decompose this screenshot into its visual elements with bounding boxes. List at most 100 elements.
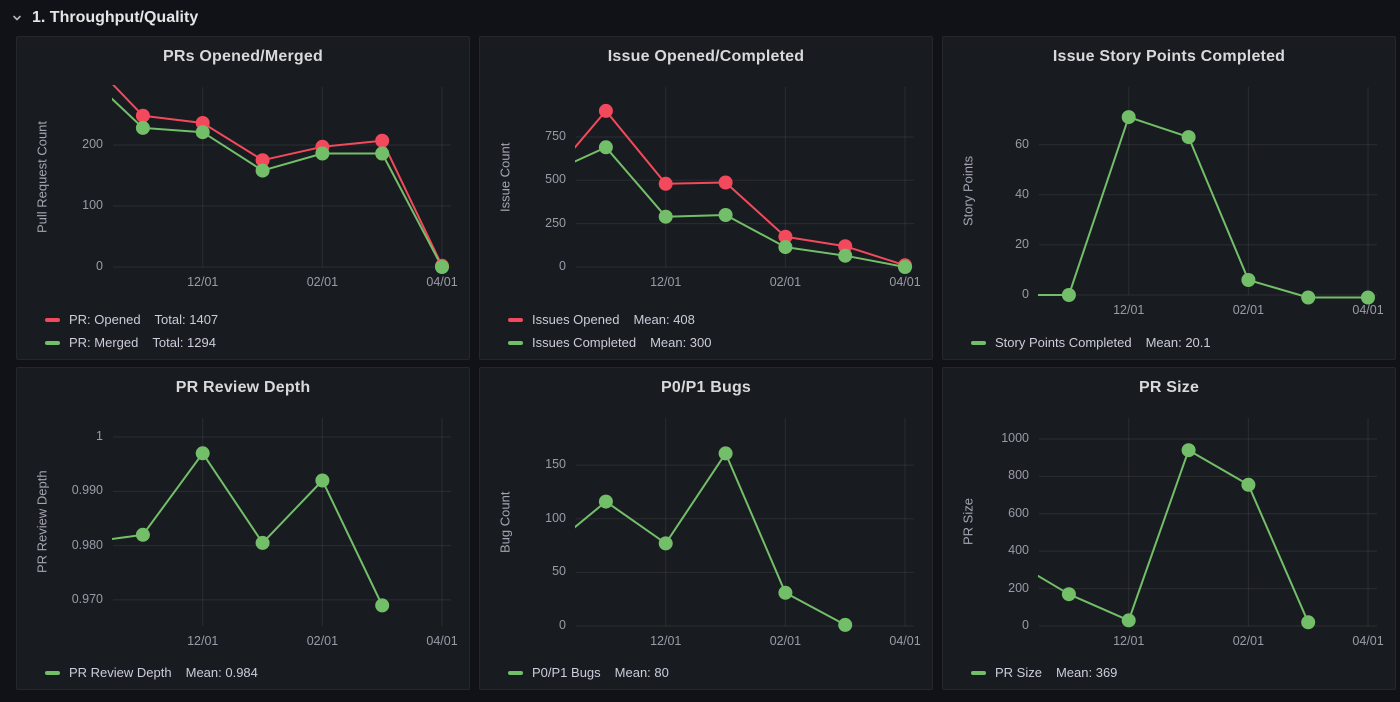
legend: Issues Opened Mean: 408 Issues Completed Me… <box>508 312 712 351</box>
data-point-dot <box>598 140 613 155</box>
data-point-dot <box>255 163 270 178</box>
x-tick-label: 04/01 <box>426 634 458 648</box>
y-tick-label: 50 <box>552 564 566 579</box>
y-tick-label: 1 <box>96 429 103 443</box>
legend-series-name: PR: Merged <box>69 335 139 350</box>
y-tick-label: 400 <box>1008 543 1029 558</box>
legend-item[interactable]: PR: Opened Total: 1407 <box>45 312 218 328</box>
panel-grid: PRs Opened/Merged Pull Request Count 0 10… <box>0 36 1400 690</box>
legend-series-stat: Mean: 369 <box>1055 665 1118 680</box>
data-point-dot <box>1181 130 1196 145</box>
data-point-dot <box>135 120 150 135</box>
panel-title[interactable]: PRs Opened/Merged <box>163 48 323 65</box>
y-tick-label: 0 <box>1022 618 1029 632</box>
data-point-dot <box>1241 477 1256 492</box>
panel-title[interactable]: Issue Opened/Completed <box>607 48 805 65</box>
x-tick-label: 12/01 <box>650 634 682 648</box>
legend-series-stat: Mean: 20.1 <box>1145 335 1211 350</box>
chart-svg <box>575 418 914 632</box>
data-point-dot <box>195 125 210 140</box>
legend-item[interactable]: PR: Merged Total: 1294 <box>45 335 218 351</box>
x-tick-label: 02/01 <box>306 634 339 648</box>
series-line <box>575 452 847 626</box>
y-tick-label: 1000 <box>1001 430 1029 445</box>
legend-item[interactable]: Issues Completed Mean: 300 <box>508 335 712 351</box>
row-title[interactable]: 1. Throughput/Quality <box>32 9 199 26</box>
data-point-dot <box>898 260 912 274</box>
legend-item[interactable]: PR Size Mean: 369 <box>971 665 1117 681</box>
panel-title[interactable]: PR Review Depth <box>175 379 311 396</box>
y-tick-label: 20 <box>1015 236 1029 251</box>
data-point-dot <box>1061 587 1076 602</box>
panel-title[interactable]: Issue Story Points Completed <box>1052 48 1286 65</box>
data-point-dot <box>1241 273 1256 287</box>
legend-item[interactable]: PR Review Depth Mean: 0.984 <box>45 665 258 681</box>
data-point-dot <box>435 260 449 274</box>
panel-title[interactable]: P0/P1 Bugs <box>660 379 752 396</box>
legend-item[interactable]: Issues Opened Mean: 408 <box>508 312 712 328</box>
panel-prs-opened-merged: PRs Opened/Merged Pull Request Count 0 10… <box>16 36 470 360</box>
data-point-dot <box>195 446 210 461</box>
legend-series-stat: Total: 1294 <box>152 335 216 350</box>
panel-issue-story-points: Issue Story Points Completed Story Point… <box>942 36 1396 360</box>
dashboard-row-header: 1. Throughput/Quality <box>0 0 1400 36</box>
x-tick-label: 02/01 <box>1232 303 1265 317</box>
legend-series-stat: Mean: 408 <box>633 312 695 327</box>
data-point-dot <box>1061 288 1076 302</box>
y-tick-label: 60 <box>1015 136 1029 151</box>
y-tick-label: 250 <box>545 215 566 230</box>
legend-series-name: Story Points Completed <box>995 335 1132 350</box>
legend-series-stat: Mean: 80 <box>614 665 669 680</box>
legend-item[interactable]: Story Points Completed Mean: 20.1 <box>971 335 1211 351</box>
data-point-dot <box>718 175 733 190</box>
data-point-dot <box>838 617 853 632</box>
data-point-dot <box>718 446 733 461</box>
x-tick-label: 04/01 <box>1352 303 1384 317</box>
legend-swatch <box>508 341 523 345</box>
legend-series-stat: Mean: 0.984 <box>185 665 258 680</box>
data-point-dot <box>658 536 673 551</box>
data-point-dot <box>375 133 390 148</box>
legend-item[interactable]: P0/P1 Bugs Mean: 80 <box>508 665 669 681</box>
data-point-dot <box>778 585 793 600</box>
y-tick-label: 750 <box>545 128 566 143</box>
data-point-dot <box>375 146 390 161</box>
legend-series-name: P0/P1 Bugs <box>532 665 601 680</box>
data-point-dot <box>778 229 793 244</box>
legend-series-name: PR: Opened <box>69 312 141 327</box>
legend: PR Size Mean: 369 <box>971 665 1117 681</box>
y-tick-label: 0 <box>559 259 566 273</box>
data-point-dot <box>838 248 853 263</box>
legend-series-name: Issues Completed <box>532 335 637 350</box>
y-tick-label: 40 <box>1015 186 1029 201</box>
x-tick-label: 04/01 <box>889 634 921 648</box>
y-tick-label: 500 <box>545 172 566 187</box>
panel-p0-p1-bugs: P0/P1 Bugs Bug Count 0 50 100 150 12/01 02/01… <box>479 367 933 690</box>
y-tick-label: 150 <box>545 457 566 472</box>
chevron-down-icon[interactable] <box>10 11 24 25</box>
x-tick-label: 04/01 <box>1352 634 1384 648</box>
panel-pr-review-depth: PR Review Depth PR Review Depth 0.970 0.9… <box>16 367 470 690</box>
data-point-dot <box>255 153 270 168</box>
legend-swatch <box>45 341 60 345</box>
y-tick-label: 0 <box>1022 287 1029 301</box>
chart-svg <box>1038 418 1377 630</box>
y-tick-label: 0.970 <box>71 591 103 606</box>
data-point-dot <box>1301 290 1316 305</box>
x-tick-label: 02/01 <box>1232 634 1265 648</box>
x-tick-label: 12/01 <box>187 275 219 289</box>
data-point-dot <box>1181 443 1196 458</box>
x-tick-label: 04/01 <box>426 275 458 289</box>
y-tick-label: 0.990 <box>71 483 103 498</box>
panel-pr-size: PR Size PR Size 0 200 400 600 800 1000 12/01 02… <box>942 367 1396 690</box>
y-tick-label: 800 <box>1008 468 1029 483</box>
data-point-dot <box>778 240 793 255</box>
legend-swatch <box>971 671 986 675</box>
panel-title[interactable]: PR Size <box>1138 379 1200 396</box>
legend: P0/P1 Bugs Mean: 80 <box>508 665 669 681</box>
data-point-dot <box>315 473 330 488</box>
data-point-dot <box>658 209 673 224</box>
x-tick-label: 02/01 <box>769 634 802 648</box>
series-line <box>1038 449 1310 624</box>
legend: PR: Opened Total: 1407 PR: Merged Total: 12… <box>45 312 218 351</box>
